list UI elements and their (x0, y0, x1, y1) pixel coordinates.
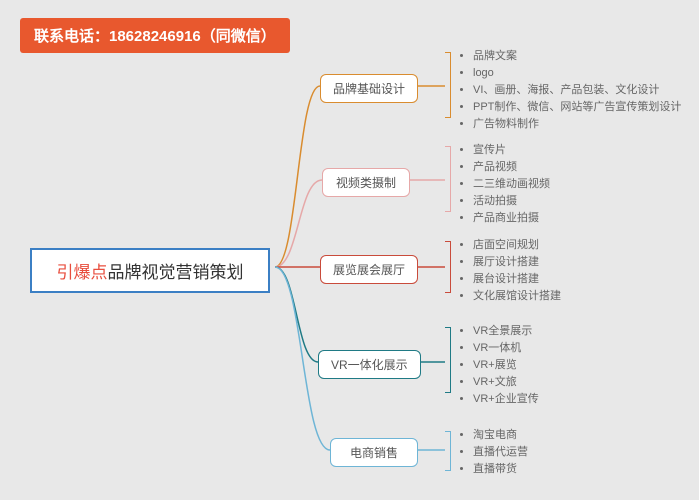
leaf-list-1: 宣传片产品视频二三维动画视频活动拍摄产品商业拍摄 (455, 142, 550, 227)
root-node: 引爆点品牌视觉营销策划 (30, 248, 270, 293)
leaf-item: VR+文旅 (473, 374, 539, 391)
leaf-item: 展台设计搭建 (473, 271, 561, 288)
leaf-item: 直播带货 (473, 461, 528, 478)
leaf-item: 宣传片 (473, 142, 550, 159)
leaf-item: logo (473, 65, 681, 82)
leaf-list-2: 店面空间规划展厅设计搭建展台设计搭建文化展馆设计搭建 (455, 237, 561, 305)
leaf-list-0: 品牌文案logoVI、画册、海报、产品包装、文化设计PPT制作、微信、网站等广告… (455, 48, 681, 133)
leaf-item: 产品商业拍摄 (473, 210, 550, 227)
branch-node-3: VR一体化展示 (318, 350, 421, 379)
bracket-4 (445, 431, 451, 471)
leaf-item: 品牌文案 (473, 48, 681, 65)
leaf-item: 产品视频 (473, 159, 550, 176)
root-accent: 引爆点 (57, 263, 108, 282)
bracket-3 (445, 327, 451, 393)
branch-node-2: 展览展会展厅 (320, 255, 418, 284)
bracket-2 (445, 241, 451, 293)
leaf-item: 直播代运营 (473, 444, 528, 461)
leaf-item: 活动拍摄 (473, 193, 550, 210)
branch-node-1: 视频类摄制 (322, 168, 410, 197)
leaf-item: 文化展馆设计搭建 (473, 288, 561, 305)
leaf-item: 二三维动画视频 (473, 176, 550, 193)
leaf-item: 淘宝电商 (473, 427, 528, 444)
leaf-list-4: 淘宝电商直播代运营直播带货 (455, 427, 528, 478)
contact-banner: 联系电话：18628246916（同微信） (20, 18, 290, 53)
leaf-item: VR+企业宣传 (473, 391, 539, 408)
leaf-item: VR一体机 (473, 340, 539, 357)
leaf-item: 展厅设计搭建 (473, 254, 561, 271)
bracket-1 (445, 146, 451, 212)
branch-node-4: 电商销售 (330, 438, 418, 467)
bracket-0 (445, 52, 451, 118)
leaf-item: 广告物料制作 (473, 116, 681, 133)
leaf-list-3: VR全景展示VR一体机VR+展览VR+文旅VR+企业宣传 (455, 323, 539, 408)
leaf-item: PPT制作、微信、网站等广告宣传策划设计 (473, 99, 681, 116)
branch-node-0: 品牌基础设计 (320, 74, 418, 103)
leaf-item: 店面空间规划 (473, 237, 561, 254)
leaf-item: VR+展览 (473, 357, 539, 374)
leaf-item: VI、画册、海报、产品包装、文化设计 (473, 82, 681, 99)
root-rest: 品牌视觉营销策划 (108, 263, 244, 282)
leaf-item: VR全景展示 (473, 323, 539, 340)
